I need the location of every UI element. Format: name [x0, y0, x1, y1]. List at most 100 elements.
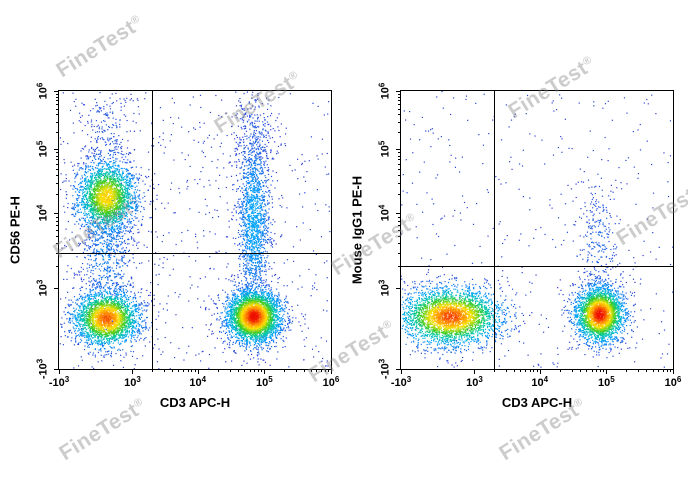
x-tick-label: 104 [189, 376, 206, 389]
x-tick-label-base: -10 [48, 377, 65, 389]
y-minor-tick [56, 93, 59, 95]
y-tick-label-sup: 4 [35, 204, 45, 210]
y-minor-tick [398, 235, 401, 237]
x-tick-label-base: 10 [466, 377, 479, 389]
x-minor-tick [327, 369, 329, 372]
y-major-tick [54, 369, 59, 370]
x-minor-tick [536, 369, 538, 372]
quadrant-line-vertical [494, 91, 496, 369]
x-tick-label: 106 [665, 376, 682, 389]
y-tick-label: 103 [36, 280, 50, 297]
x-minor-tick [217, 369, 219, 372]
x-major-tick [606, 369, 608, 374]
x-minor-tick [494, 369, 496, 372]
x-minor-tick [254, 369, 256, 372]
x-minor-tick [599, 369, 601, 372]
x-tick-label: 106 [323, 376, 340, 389]
y-minor-tick [56, 155, 59, 157]
x-tick-label: 105 [256, 376, 273, 389]
x-tick-label-sup: 3 [406, 375, 412, 384]
y-minor-tick [398, 93, 401, 95]
y-minor-tick [56, 252, 59, 254]
y-tick-label-base: -10 [37, 363, 50, 380]
x-minor-tick [662, 369, 664, 372]
y-major-tick [396, 149, 401, 151]
y-minor-tick [56, 108, 59, 110]
y-tick-label: 105 [35, 141, 50, 158]
y-tick-label-sup: 3 [35, 358, 45, 364]
y-major-tick [396, 369, 401, 370]
x-minor-tick [152, 369, 154, 372]
y-minor-tick [398, 103, 401, 105]
x-axis-label-right: CD3 APC-H [501, 395, 573, 410]
x-minor-tick [229, 369, 231, 372]
y-minor-tick [56, 220, 59, 222]
quadrant-line-horizontal [59, 252, 331, 254]
y-tick-label-sup: 5 [35, 141, 45, 146]
y-minor-tick [398, 229, 401, 231]
x-tick-label: 103 [466, 376, 483, 389]
quadrant-line-vertical [152, 91, 154, 369]
x-major-tick [264, 369, 266, 374]
y-major-tick [396, 91, 401, 92]
y-tick-label: 106 [378, 83, 392, 100]
y-minor-tick [56, 216, 59, 218]
plot-right: CD3 APC-H Mouse IgG1 PE-H -103 103 104 105 1… [350, 83, 682, 410]
x-tick-label-base: 10 [664, 377, 677, 389]
x-minor-tick [666, 369, 668, 372]
x-minor-tick [316, 369, 318, 372]
x-tick-label-base: 10 [531, 377, 544, 389]
x-minor-tick [603, 369, 605, 372]
y-minor-tick [398, 252, 401, 254]
y-tick-label: 103 [378, 280, 392, 297]
y-tick-label-base: 10 [37, 145, 50, 158]
x-minor-tick [194, 369, 196, 372]
x-minor-tick [669, 369, 671, 372]
x-minor-tick [249, 369, 251, 372]
plot-left: CD3 APC-H CD56 PE-H -103 103 104 105 106 -103… [8, 83, 340, 410]
y-tick-label: 105 [378, 141, 392, 158]
density-canvas-right [401, 91, 673, 369]
density-canvas-left [59, 91, 331, 369]
x-minor-tick [571, 369, 573, 372]
y-tick-label-base: 10 [37, 209, 50, 222]
y-minor-tick [56, 114, 59, 116]
x-minor-tick [178, 369, 180, 372]
x-tick-label-sup: 5 [610, 375, 615, 384]
y-minor-tick [398, 220, 401, 222]
x-tick-label-sup: 3 [64, 375, 70, 384]
y-minor-tick [56, 265, 59, 267]
y-minor-tick [56, 168, 59, 170]
y-major-tick [396, 213, 401, 215]
x-minor-tick [284, 369, 286, 372]
y-minor-tick [56, 163, 59, 165]
x-major-tick [474, 369, 476, 374]
x-minor-tick [237, 369, 239, 372]
y-minor-tick [398, 168, 401, 170]
x-major-tick [673, 369, 674, 374]
x-tick-label: 105 [598, 376, 615, 389]
x-minor-tick [191, 369, 193, 372]
x-major-tick [132, 369, 134, 374]
y-minor-tick [398, 163, 401, 165]
y-minor-tick [398, 114, 401, 116]
x-minor-tick [261, 369, 263, 372]
x-tick-label-sup: 5 [268, 375, 273, 384]
x-minor-tick [505, 369, 507, 372]
x-tick-label-base: 10 [124, 377, 137, 389]
watermark-brand: FineTest [52, 15, 140, 83]
x-minor-tick [257, 369, 259, 372]
x-tick-label-base: 10 [256, 377, 269, 389]
x-minor-tick [529, 369, 531, 372]
x-tick-label-base: 10 [598, 377, 611, 389]
y-minor-tick [56, 131, 59, 133]
x-minor-tick [513, 369, 515, 372]
y-minor-tick [56, 159, 59, 161]
y-tick-label-base: 10 [379, 284, 392, 297]
x-tick-label-sup: 6 [676, 375, 682, 384]
y-minor-tick [398, 121, 401, 123]
y-tick-label-base: 10 [37, 87, 50, 100]
x-tick-label-base: -10 [390, 377, 407, 389]
x-minor-tick [658, 369, 660, 372]
